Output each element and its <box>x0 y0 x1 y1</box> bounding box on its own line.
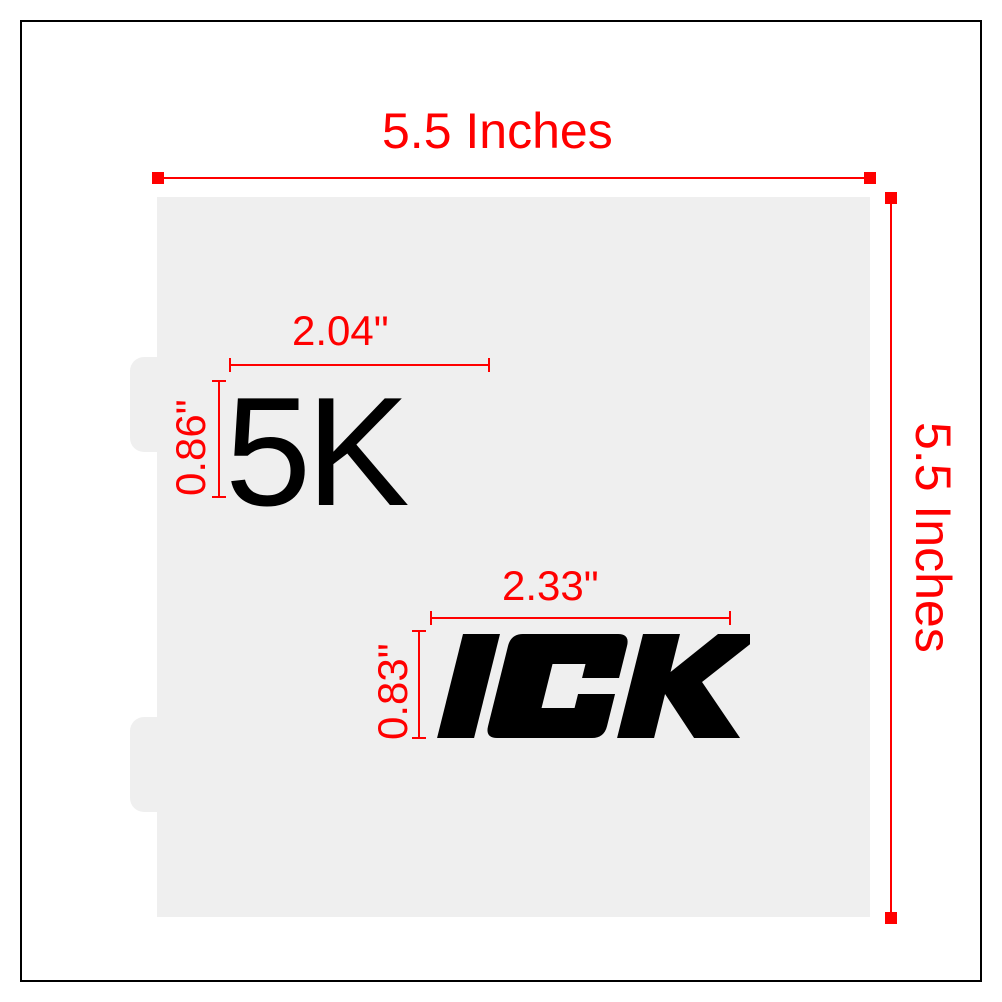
dim-height-line <box>890 197 892 917</box>
item2-width-tick-right <box>729 611 731 625</box>
item2-text-container <box>420 626 750 751</box>
item1-height-tick-top <box>212 380 226 382</box>
dim-height-end-top <box>885 192 897 204</box>
item2-width-label: 2.33" <box>502 562 599 610</box>
item2-height-label: 0.83" <box>369 643 417 740</box>
dim-height-end-bottom <box>885 912 897 924</box>
item2-width-line <box>430 617 730 619</box>
item1-width-tick-right <box>488 358 490 372</box>
item2-width-tick-left <box>430 611 432 625</box>
item1-height-tick-bottom <box>212 496 226 498</box>
dim-width-label: 5.5 Inches <box>382 102 613 160</box>
dim-width-line <box>157 177 870 179</box>
item1-text: 5K <box>225 374 405 529</box>
stencil-tab <box>130 357 158 452</box>
item1-height-line <box>218 380 220 497</box>
item1-height-label: 0.86" <box>167 399 215 496</box>
dim-width-end-right <box>864 172 876 184</box>
stencil-body <box>157 197 870 917</box>
item1-width-label: 2.04" <box>292 307 389 355</box>
dim-width-end-left <box>152 172 164 184</box>
stencil-tab2 <box>130 717 158 812</box>
outer-frame: 5.5 Inches 5.5 Inches 2.04" 0.86" 5K 2.3… <box>20 20 982 982</box>
dim-height-label: 5.5 Inches <box>904 422 962 653</box>
item2-svg <box>420 626 750 746</box>
